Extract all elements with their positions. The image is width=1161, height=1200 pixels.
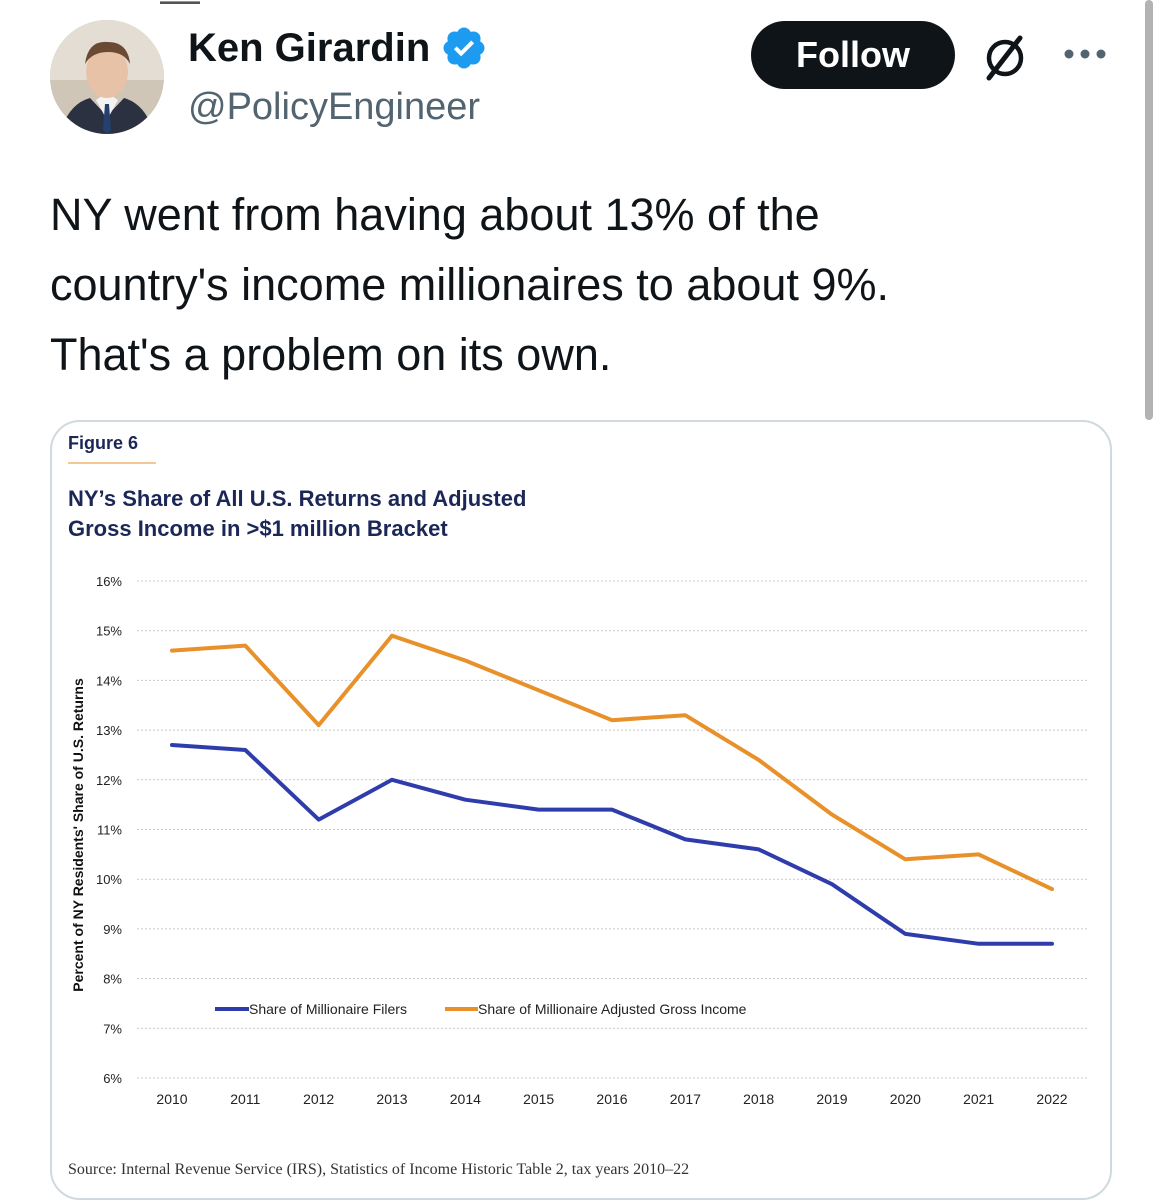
x-tick-label: 2022 <box>1036 1091 1067 1107</box>
tweet-text: NY went from having about 13% of the cou… <box>50 180 1100 390</box>
x-tick-label: 2021 <box>963 1091 994 1107</box>
grok-slash-icon[interactable] <box>980 32 1030 82</box>
x-tick-label: 2010 <box>156 1091 187 1107</box>
chart-source: Source: Internal Revenue Service (IRS), … <box>68 1161 689 1178</box>
author-name-text[interactable]: Ken Girardin <box>188 26 431 70</box>
author-name[interactable]: Ken Girardin <box>188 24 488 72</box>
series-line-agi <box>170 633 1054 892</box>
y-tick-label: 10% <box>96 872 122 887</box>
x-tick-label: 2017 <box>670 1091 701 1107</box>
y-tick-label: 15% <box>96 624 122 639</box>
tweet-text-line: country's income millionaires to about 9… <box>50 259 889 310</box>
chart-title-line: NY’s Share of All U.S. Returns and Adjus… <box>68 486 526 511</box>
verified-badge-icon <box>443 27 485 69</box>
author-handle[interactable]: @PolicyEngineer <box>188 86 481 128</box>
series-lines <box>170 633 1054 946</box>
tweet-text-line: NY went from having about 13% of the <box>50 189 820 240</box>
chart-legend: Share of Millionaire Filers Share of Mill… <box>215 1001 747 1017</box>
y-tick-label: 6% <box>103 1071 122 1086</box>
y-tick-label: 16% <box>96 574 122 589</box>
previous-post-sliver: — <box>0 0 1161 10</box>
y-tick-label: 12% <box>96 773 122 788</box>
x-tick-label: 2013 <box>376 1091 407 1107</box>
avatar[interactable] <box>50 20 164 134</box>
x-tick-label: 2020 <box>890 1091 921 1107</box>
chart-title-line: Gross Income in >$1 million Bracket <box>68 516 448 541</box>
y-tick-label: 7% <box>103 1021 122 1036</box>
x-tick-label: 2015 <box>523 1091 554 1107</box>
y-axis-label: Percent of NY Residents' Share of U.S. R… <box>70 678 86 992</box>
avatar-image <box>50 20 164 134</box>
x-tick-label: 2011 <box>230 1091 260 1107</box>
more-horizontal-icon[interactable] <box>1062 44 1108 64</box>
x-tick-label: 2018 <box>743 1091 774 1107</box>
series-line-filers <box>170 743 1054 946</box>
figure-label: Figure 6 <box>68 433 138 453</box>
x-tick-label: 2016 <box>596 1091 627 1107</box>
x-tick-labels: 2010 2011 2012 2013 2014 2015 2016 2017 2018 2019… <box>156 1091 1067 1107</box>
legend-label: Share of Millionaire Adjusted Gross Inco… <box>478 1001 747 1017</box>
y-tick-label: 8% <box>103 972 122 987</box>
y-tick-label: 14% <box>96 673 122 688</box>
y-tick-labels: 6% 7% 8% 9% 10% 11% 12% 13% 14% 15% 16% <box>96 574 122 1086</box>
y-tick-label: 11% <box>97 823 122 838</box>
y-tick-label: 9% <box>103 922 122 937</box>
legend-label: Share of Millionaire Filers <box>249 1001 407 1017</box>
scrollbar-thumb[interactable] <box>1145 0 1153 420</box>
x-tick-label: 2012 <box>303 1091 334 1107</box>
tweet-media-card[interactable]: Figure 6 NY’s Share of All U.S. Returns … <box>50 420 1112 1200</box>
line-chart: Figure 6 NY’s Share of All U.S. Returns … <box>68 433 1087 1178</box>
tweet-text-line: That's a problem on its own. <box>50 329 612 380</box>
follow-button[interactable]: Follow <box>751 21 955 89</box>
x-tick-label: 2014 <box>450 1091 481 1107</box>
x-tick-label: 2019 <box>816 1091 847 1107</box>
y-tick-label: 13% <box>96 723 122 738</box>
